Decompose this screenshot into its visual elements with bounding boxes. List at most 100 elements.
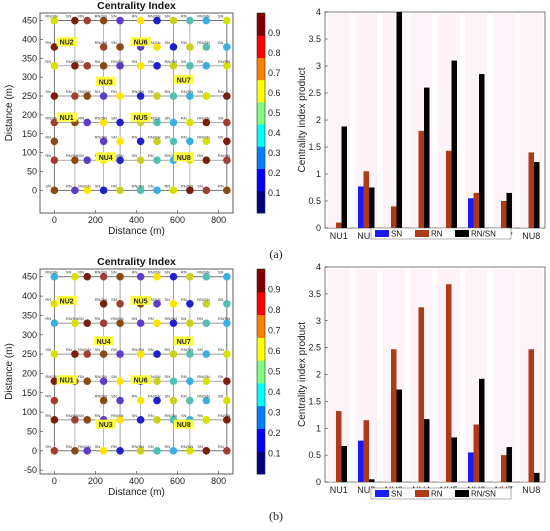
x-category-label: NU8: [522, 485, 540, 495]
y-tick-label: 450: [22, 272, 37, 282]
sensor-node: [71, 446, 79, 455]
sensor-node: [83, 319, 92, 327]
y-tick-label: 50: [27, 166, 37, 176]
node-tag: SN: [111, 14, 117, 19]
node-tag: SN: [111, 134, 117, 139]
node-tag: SN: [95, 347, 101, 352]
sensor-node: [202, 300, 211, 308]
node-tag: SN: [111, 297, 117, 302]
sensor-node: [202, 118, 211, 127]
node-tag: SN: [45, 183, 51, 188]
legend-swatch: [455, 230, 469, 237]
y-tick-label: 0: [316, 223, 321, 233]
node-tag: RN/SN: [197, 374, 210, 379]
sensor-node: [99, 43, 108, 51]
sensor-node: [99, 92, 108, 100]
node-tag: RN/SN: [95, 115, 108, 120]
sensor-node: [202, 62, 211, 70]
sensor-node: [50, 396, 59, 405]
x-tick-label: 0: [52, 476, 57, 486]
sensor-node: [202, 396, 211, 405]
sensor-node: [136, 16, 145, 25]
cluster-label: NU1: [60, 378, 74, 385]
cluster-label-box: [130, 37, 151, 47]
sensor-node: [186, 350, 194, 358]
node-tag: RN/SN: [148, 394, 161, 399]
y-tick-label: 50: [27, 426, 37, 436]
colorbar-segment: [257, 451, 265, 475]
sensor-node: [136, 92, 145, 100]
node-tag: RN/SN: [218, 413, 231, 418]
colorbar-segment: [257, 405, 265, 429]
cluster-label-box: [130, 375, 151, 385]
node-tag: RN: [78, 14, 84, 19]
colorbar-segment: [257, 57, 265, 81]
node-tag: RN: [45, 413, 51, 418]
node-tag: RN/SN: [45, 270, 58, 275]
node-tag: RN: [181, 14, 187, 19]
sensor-node: [202, 319, 211, 327]
node-tag: RN/SN: [181, 444, 194, 449]
cluster-label: NU6: [134, 378, 148, 385]
node-tag: SN: [132, 153, 138, 158]
node-tag: SN: [111, 115, 117, 120]
sensor-node: [50, 92, 59, 100]
y-tick-label: 0: [32, 446, 37, 456]
cluster-label: NU8: [177, 422, 191, 429]
node-tag: RN/SN: [132, 444, 145, 449]
node-tag: RN/SN: [66, 59, 79, 64]
node-tag: RN: [111, 444, 117, 449]
node-tag: SN: [181, 59, 187, 64]
bar-rn: [336, 222, 342, 228]
cluster-label-box: [56, 375, 77, 385]
node-tag: RN: [181, 40, 187, 45]
cluster-label: NU1: [60, 115, 74, 122]
sensor-node: [153, 186, 161, 195]
node-tag: SN: [45, 89, 51, 94]
y-tick-label: 3.5: [308, 34, 321, 44]
sensor-node: [116, 396, 124, 405]
bar-rn: [528, 349, 534, 482]
x-tick-label: 200: [88, 476, 103, 486]
node-tag: SN: [218, 115, 224, 120]
panel-label-b: (b): [269, 509, 283, 523]
cluster-label-box: [93, 336, 114, 346]
sensor-node: [83, 272, 92, 281]
y-tick-label: 0: [32, 185, 37, 195]
colorbar-tick-label: 0.1: [268, 188, 281, 198]
x-category-label: NU1: [330, 231, 348, 241]
sensor-node: [202, 186, 211, 195]
sensor-node: [50, 118, 59, 127]
sensor-node: [223, 272, 231, 281]
sensor-node: [223, 300, 231, 308]
cluster-label-box: [130, 112, 151, 122]
node-tag: RN: [66, 347, 72, 352]
colorbar-segment: [257, 360, 265, 384]
colorbar-tick-label: 0.3: [268, 408, 281, 418]
bar-rn-sn: [341, 126, 347, 228]
bar-rn-sn: [396, 389, 402, 482]
sensor-node: [71, 16, 79, 25]
bar-rn: [418, 130, 424, 228]
sensor-node: [202, 137, 211, 146]
map-x-axis-label: Distance (m): [108, 226, 165, 237]
cluster-label: NU4: [97, 339, 111, 346]
y-tick-label: 0: [316, 477, 321, 487]
cluster-label-box: [173, 74, 194, 84]
node-tag: RN/SN: [45, 14, 58, 19]
node-tag: RN: [66, 444, 72, 449]
node-tag: RN: [181, 394, 187, 399]
node-tag: RN: [181, 270, 187, 275]
sensor-node: [136, 137, 145, 146]
sensor-node: [202, 92, 211, 100]
node-tag: SN: [164, 115, 170, 120]
node-tag: RN: [132, 270, 138, 275]
node-tag: SN: [78, 316, 84, 321]
cluster-label-box: [173, 336, 194, 346]
x-tick-label: 200: [88, 215, 103, 225]
cluster-label: NU2: [60, 40, 74, 47]
sensor-node: [116, 350, 124, 358]
sensor-node: [136, 446, 145, 455]
sensor-node: [169, 62, 178, 70]
sensor-node: [71, 272, 79, 281]
